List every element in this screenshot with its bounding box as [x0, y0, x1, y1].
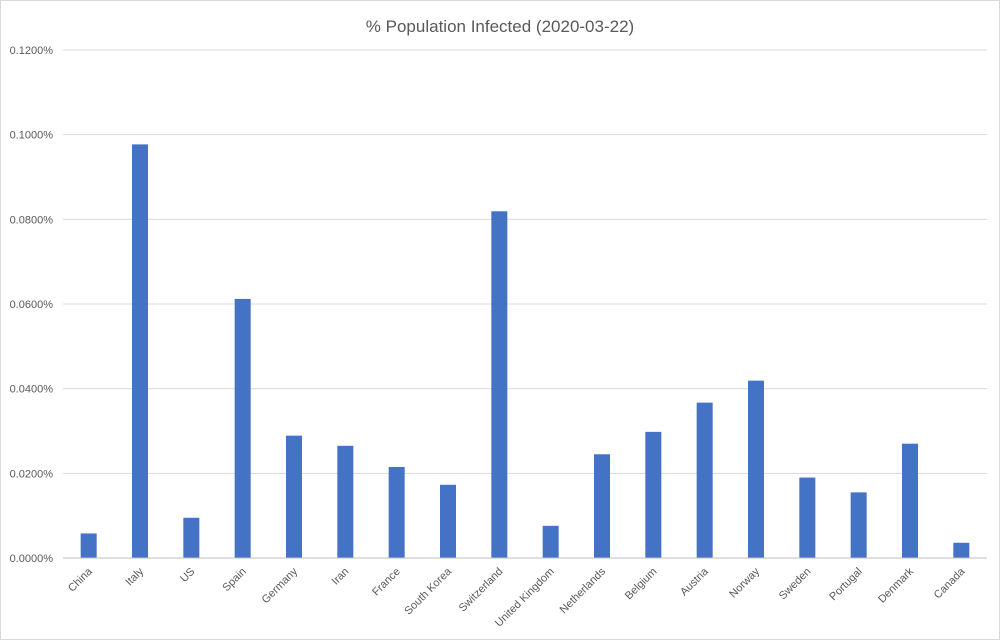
- bar-spain: [234, 298, 251, 558]
- y-tick-label: 0.0200%: [10, 468, 54, 480]
- bar-us: [183, 517, 200, 558]
- bar-norway: [748, 380, 764, 558]
- x-tick-label: Norway: [727, 565, 762, 600]
- bar-portugal: [850, 492, 867, 558]
- x-tick-label: Sweden: [777, 566, 814, 603]
- gridlines: [63, 49, 987, 474]
- bar-netherlands: [594, 454, 610, 558]
- bar-canada: [953, 542, 970, 558]
- y-tick-label: 0.0400%: [10, 384, 54, 396]
- bar-france: [388, 466, 405, 558]
- x-tick-label: Germany: [260, 565, 301, 606]
- x-tick-label: Belgium: [623, 566, 660, 603]
- bar-united-kingdom: [542, 525, 559, 558]
- bar-south-korea: [440, 484, 456, 558]
- x-tick-label: US: [178, 566, 197, 585]
- x-tick-label: Portugal: [827, 566, 864, 603]
- y-tick-label: 0.0000%: [10, 553, 54, 565]
- y-tick-label: 0.0600%: [10, 299, 54, 311]
- x-tick-label: Denmark: [876, 565, 916, 605]
- y-tick-label: 0.0800%: [10, 214, 54, 226]
- chart-title: % Population Infected (2020-03-22): [366, 17, 634, 36]
- x-axis-labels: China Italy US Spain Germany Iran France South …: [66, 565, 968, 629]
- x-tick-label: Canada: [932, 565, 968, 601]
- x-tick-label: France: [370, 566, 403, 599]
- x-tick-label: Italy: [123, 565, 146, 588]
- y-axis-ticks: 0.0000% 0.0200% 0.0400% 0.0600% 0.0800% 0.100…: [10, 45, 54, 565]
- x-tick-label: Iran: [330, 566, 352, 588]
- bar-switzerland: [491, 211, 508, 559]
- bar-belgium: [645, 431, 662, 558]
- x-tick-label: China: [66, 565, 95, 594]
- bar-iran: [337, 445, 354, 558]
- bar-china: [80, 533, 97, 558]
- bar-denmark: [902, 443, 918, 558]
- bar-italy: [132, 144, 148, 559]
- y-tick-label: 0.1000%: [10, 130, 54, 142]
- x-tick-label: Spain: [220, 566, 248, 594]
- bar-germany: [286, 435, 302, 558]
- y-tick-label: 0.1200%: [10, 45, 54, 57]
- bars: [80, 144, 970, 559]
- x-tick-label: Switzerland: [457, 566, 506, 615]
- x-tick-label: Netherlands: [558, 565, 609, 616]
- bar-austria: [696, 402, 713, 558]
- x-tick-label: Austria: [678, 565, 711, 598]
- x-tick-label: South Korea: [402, 565, 454, 617]
- bar-sweden: [799, 477, 816, 558]
